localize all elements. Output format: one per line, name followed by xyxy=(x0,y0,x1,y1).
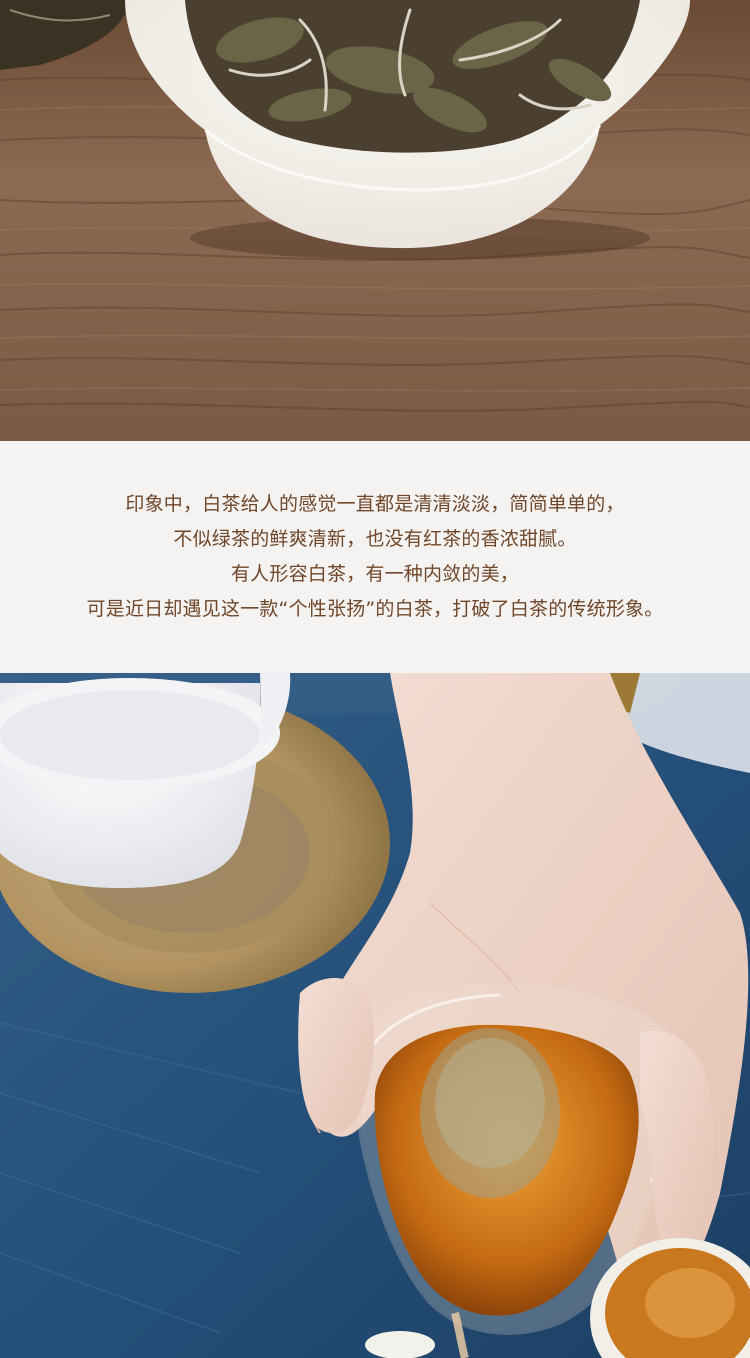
intro-line-4: 可是近日却遇见这一款“个性张扬”的白茶，打破了白茶的传统形象。 xyxy=(86,598,664,620)
intro-paragraph: 印象中，白茶给人的感觉一直都是清清淡淡，简简单单的， 不似绿茶的鲜爽清新，也没有… xyxy=(0,487,750,627)
tea-leaves-gaiwan-photo xyxy=(0,0,750,441)
intro-line-3: 有人形容白茶，有一种内敛的美， xyxy=(230,563,519,585)
intro-line-1: 印象中，白茶给人的感觉一直都是清清淡淡，简简单单的， xyxy=(125,493,625,515)
intro-text-section: 印象中，白茶给人的感觉一直都是清清淡淡，简简单单的， 不似绿茶的鲜爽清新，也没有… xyxy=(0,441,750,673)
pouring-tea-photo xyxy=(0,673,750,1358)
intro-line-2: 不似绿茶的鲜爽清新，也没有红茶的香浓甜腻。 xyxy=(173,528,577,550)
